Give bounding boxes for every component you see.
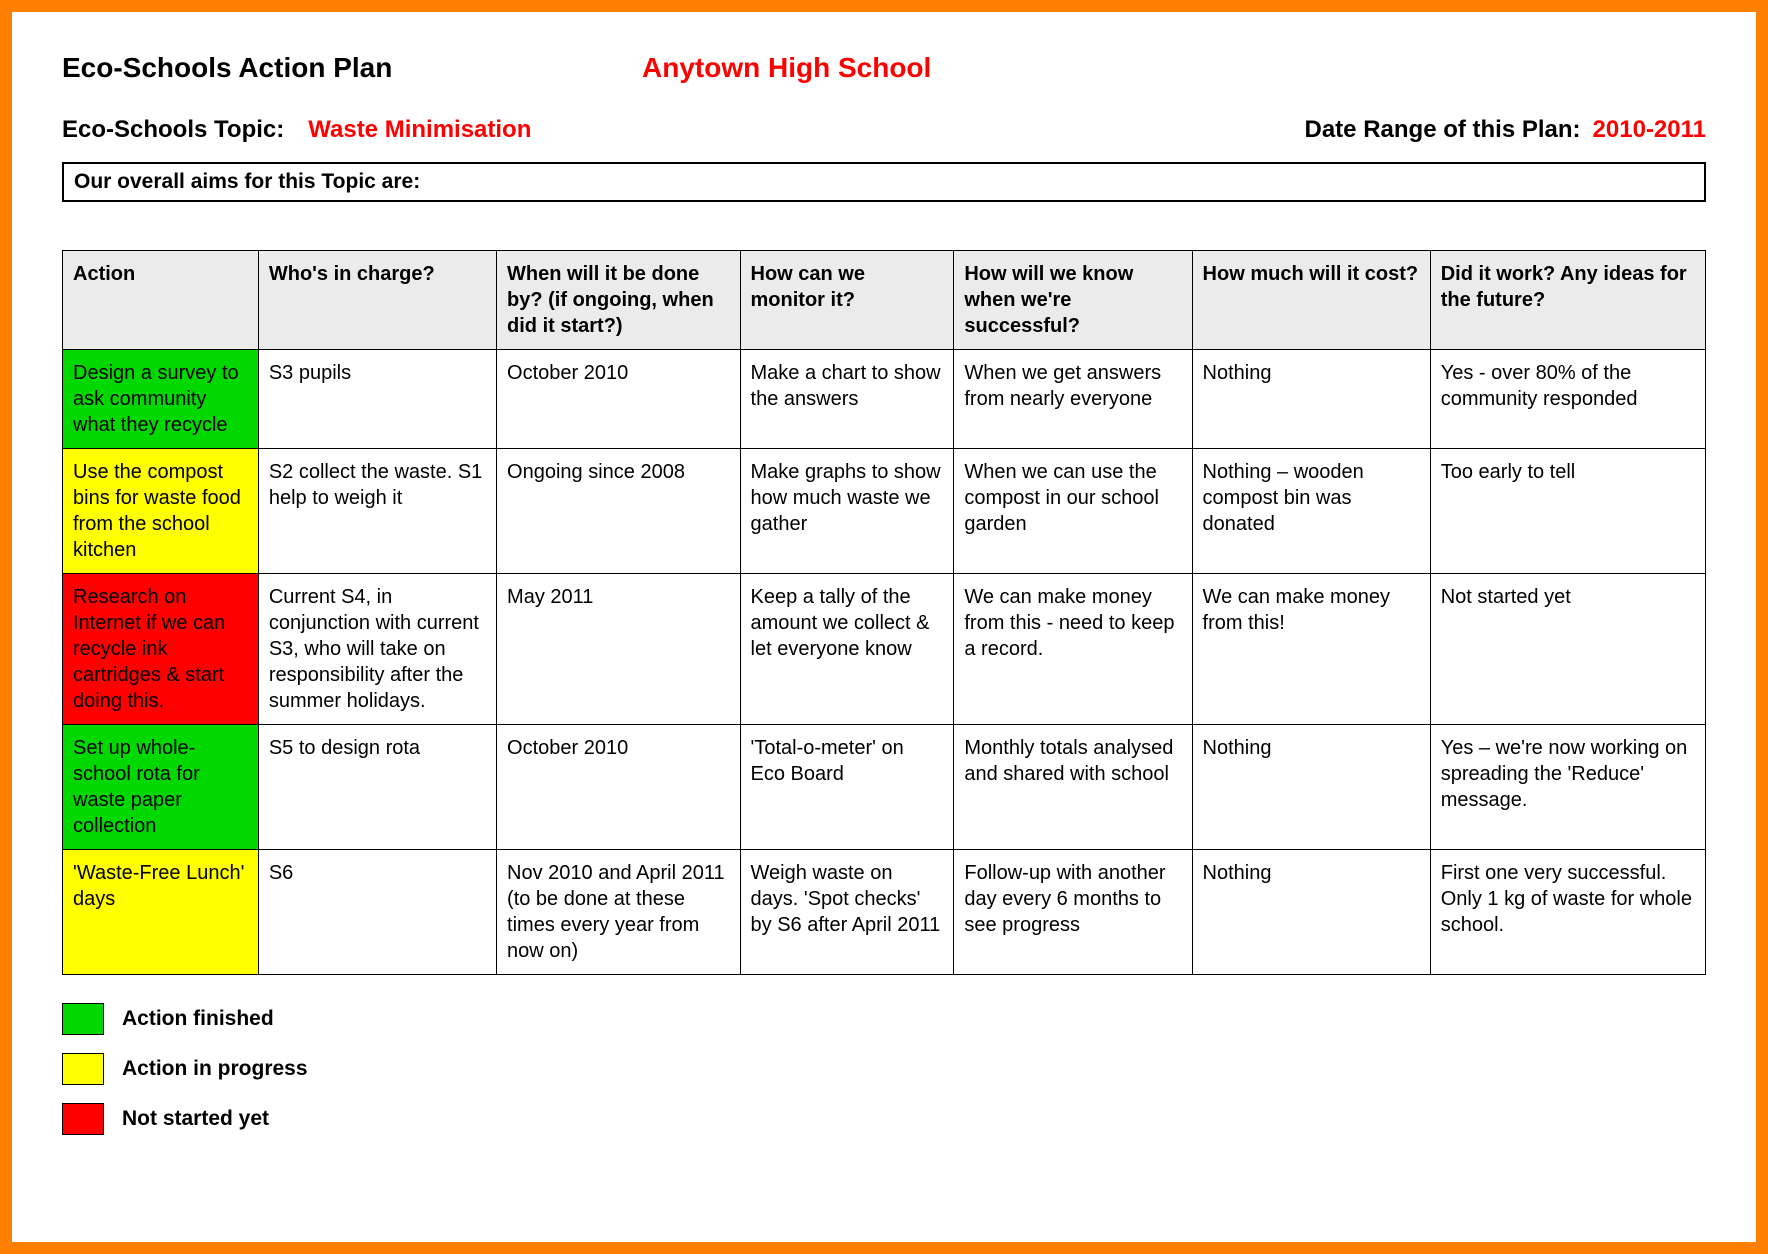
cell-cost: Nothing <box>1192 725 1430 850</box>
aims-label: Our overall aims for this Topic are: <box>74 170 420 193</box>
cell-action: Research on Internet if we can recycle i… <box>63 574 259 725</box>
legend-row: Action finished <box>62 1003 1706 1035</box>
table-row: Research on Internet if we can recycle i… <box>63 574 1706 725</box>
cell-work: Yes - over 80% of the community responde… <box>1430 350 1705 449</box>
header-row-2: Eco-Schools Topic: Waste Minimisation Da… <box>62 116 1706 144</box>
page-title: Eco-Schools Action Plan <box>62 52 642 84</box>
cell-cost: Nothing <box>1192 850 1430 975</box>
legend-label: Action in progress <box>122 1057 308 1081</box>
table-row: 'Waste-Free Lunch' daysS6Nov 2010 and Ap… <box>63 850 1706 975</box>
cell-action: Design a survey to ask community what th… <box>63 350 259 449</box>
cell-monitor: Make graphs to show how much waste we ga… <box>740 449 954 574</box>
legend-row: Action in progress <box>62 1053 1706 1085</box>
table-row: Design a survey to ask community what th… <box>63 350 1706 449</box>
cell-who: S6 <box>258 850 496 975</box>
page-frame: Eco-Schools Action Plan Anytown High Sch… <box>0 0 1768 1254</box>
action-plan-table: Action Who's in charge? When will it be … <box>62 250 1706 975</box>
legend: Action finished Action in progress Not sta… <box>62 1003 1706 1135</box>
cell-work: Yes – we're now working on spreading the… <box>1430 725 1705 850</box>
cell-cost: Nothing <box>1192 350 1430 449</box>
date-range-value: 2010-2011 <box>1593 116 1706 144</box>
cell-when: Ongoing since 2008 <box>497 449 740 574</box>
topic-value: Waste Minimisation <box>308 116 531 144</box>
cell-who: S5 to design rota <box>258 725 496 850</box>
legend-swatch <box>62 1003 104 1035</box>
table-header-row: Action Who's in charge? When will it be … <box>63 251 1706 350</box>
cell-action: Set up whole-school rota for waste paper… <box>63 725 259 850</box>
cell-success: Monthly totals analysed and shared with … <box>954 725 1192 850</box>
topic-label: Eco-Schools Topic: <box>62 116 284 144</box>
cell-success: Follow-up with another day every 6 month… <box>954 850 1192 975</box>
legend-label: Not started yet <box>122 1107 269 1131</box>
legend-swatch <box>62 1103 104 1135</box>
table-row: Use the compost bins for waste food from… <box>63 449 1706 574</box>
cell-action: 'Waste-Free Lunch' days <box>63 850 259 975</box>
aims-box: Our overall aims for this Topic are: <box>62 162 1706 202</box>
school-name: Anytown High School <box>642 52 931 84</box>
cell-monitor: Weigh waste on days. 'Spot checks' by S6… <box>740 850 954 975</box>
col-header-work: Did it work? Any ideas for the future? <box>1430 251 1705 350</box>
cell-cost: We can make money from this! <box>1192 574 1430 725</box>
col-header-cost: How much will it cost? <box>1192 251 1430 350</box>
cell-work: Too early to tell <box>1430 449 1705 574</box>
col-header-when: When will it be done by? (if ongoing, wh… <box>497 251 740 350</box>
cell-monitor: 'Total-o-meter' on Eco Board <box>740 725 954 850</box>
cell-monitor: Make a chart to show the answers <box>740 350 954 449</box>
cell-monitor: Keep a tally of the amount we collect & … <box>740 574 954 725</box>
legend-swatch <box>62 1053 104 1085</box>
cell-work: Not started yet <box>1430 574 1705 725</box>
cell-cost: Nothing – wooden compost bin was donated <box>1192 449 1430 574</box>
date-range-label: Date Range of this Plan: <box>1305 116 1581 144</box>
cell-success: We can make money from this - need to ke… <box>954 574 1192 725</box>
col-header-success: How will we know when we're successful? <box>954 251 1192 350</box>
cell-when: Nov 2010 and April 2011 (to be done at t… <box>497 850 740 975</box>
cell-action: Use the compost bins for waste food from… <box>63 449 259 574</box>
cell-when: May 2011 <box>497 574 740 725</box>
cell-success: When we can use the compost in our schoo… <box>954 449 1192 574</box>
col-header-action: Action <box>63 251 259 350</box>
cell-when: October 2010 <box>497 350 740 449</box>
cell-who: S2 collect the waste. S1 help to weigh i… <box>258 449 496 574</box>
table-row: Set up whole-school rota for waste paper… <box>63 725 1706 850</box>
col-header-monitor: How can we monitor it? <box>740 251 954 350</box>
legend-row: Not started yet <box>62 1103 1706 1135</box>
cell-who: S3 pupils <box>258 350 496 449</box>
cell-who: Current S4, in conjunction with current … <box>258 574 496 725</box>
header-row-1: Eco-Schools Action Plan Anytown High Sch… <box>62 52 1706 84</box>
cell-work: First one very successful. Only 1 kg of … <box>1430 850 1705 975</box>
col-header-who: Who's in charge? <box>258 251 496 350</box>
cell-success: When we get answers from nearly everyone <box>954 350 1192 449</box>
cell-when: October 2010 <box>497 725 740 850</box>
legend-label: Action finished <box>122 1007 274 1031</box>
